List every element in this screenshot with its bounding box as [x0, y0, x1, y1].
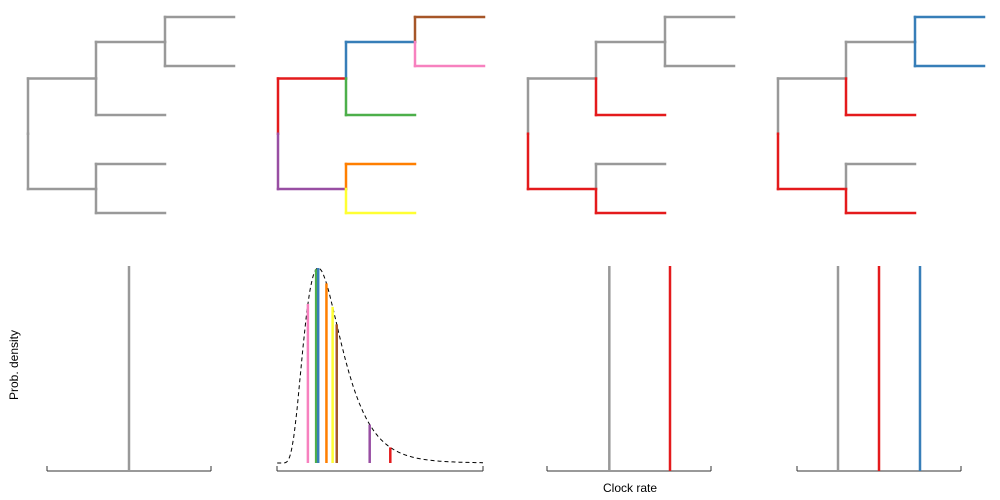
y-axis-label: Prob. density	[7, 329, 21, 401]
density-curve	[277, 267, 483, 464]
x-axis-label: Clock rate	[602, 481, 658, 495]
